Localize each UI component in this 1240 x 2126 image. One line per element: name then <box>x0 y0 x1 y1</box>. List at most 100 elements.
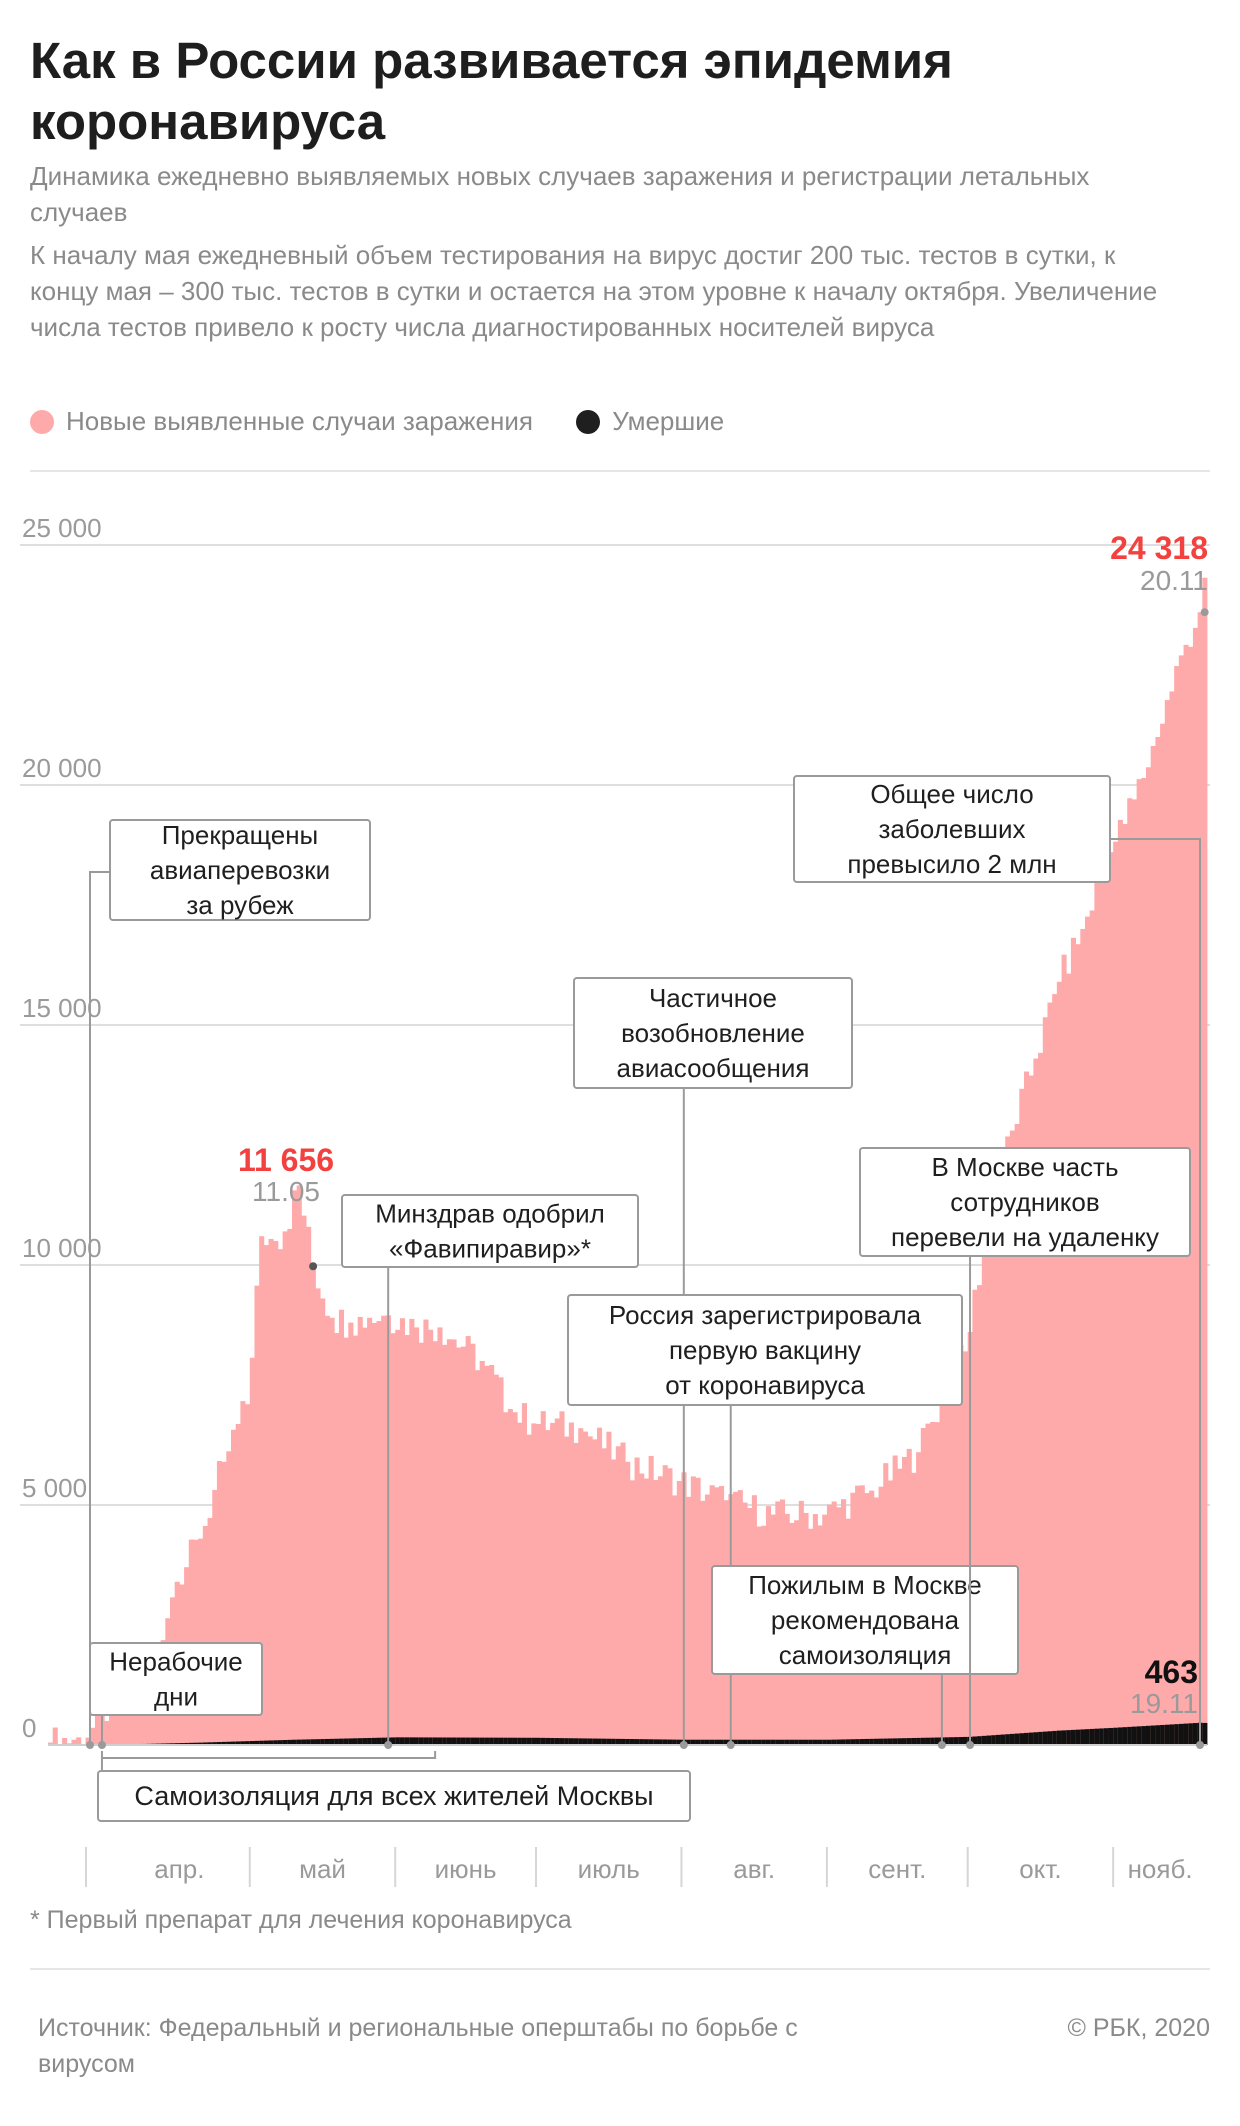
case-bar <box>1117 819 1123 1745</box>
case-bar <box>620 1442 626 1745</box>
death-bar <box>855 1739 861 1745</box>
case-bar <box>329 1317 335 1745</box>
legend-swatch-deaths <box>576 409 601 434</box>
case-bar <box>1099 878 1105 1745</box>
death-bar <box>1009 1733 1016 1745</box>
death-bar <box>475 1737 481 1745</box>
death-bar <box>1080 1729 1086 1745</box>
case-bar <box>221 1461 227 1745</box>
death-bar <box>695 1739 701 1745</box>
death-bar <box>859 1739 865 1745</box>
death-bar <box>869 1738 875 1745</box>
death-bar <box>202 1742 208 1745</box>
annotation-dot <box>679 1741 688 1749</box>
death-bar <box>1056 1730 1062 1745</box>
death-bar <box>493 1737 499 1745</box>
annotation-text: сотрудников <box>950 1187 1099 1217</box>
annotation-text: «Фавипиравир»* <box>389 1234 591 1264</box>
case-bar <box>545 1430 551 1745</box>
annotation-text: Пожилым в Москве <box>748 1570 982 1600</box>
case-bar <box>235 1423 241 1745</box>
death-bar <box>920 1737 926 1745</box>
annotation-dot <box>937 1741 946 1749</box>
case-bar <box>216 1460 223 1745</box>
case-bar <box>52 1727 58 1745</box>
death-bar <box>690 1739 696 1745</box>
death-bar <box>948 1737 955 1745</box>
death-bar <box>446 1737 452 1745</box>
death-bar <box>1169 1724 1175 1745</box>
death-bar <box>221 1741 227 1745</box>
case-bar <box>1000 1171 1006 1745</box>
death-bar <box>338 1738 345 1745</box>
death-bar <box>320 1739 326 1745</box>
case-bar <box>198 1538 204 1745</box>
highlight-date: 19.11 <box>1130 1688 1198 1719</box>
death-bar <box>442 1737 448 1745</box>
death-bar <box>296 1739 302 1745</box>
case-bar <box>1094 882 1100 1745</box>
death-bar <box>353 1738 359 1745</box>
death-bar <box>277 1740 284 1745</box>
annotation-text: В Москве часть <box>931 1152 1118 1182</box>
peak-marker <box>309 1262 318 1271</box>
case-bar <box>606 1431 612 1745</box>
case-bar <box>306 1226 312 1745</box>
case-bar <box>399 1318 406 1745</box>
death-bar <box>231 1741 237 1745</box>
case-bar <box>94 1710 101 1745</box>
death-bar <box>578 1738 584 1745</box>
death-bar <box>826 1739 833 1745</box>
death-bar <box>944 1737 950 1745</box>
case-bar <box>1075 944 1081 1745</box>
case-bar <box>226 1451 232 1745</box>
case-bar <box>475 1370 481 1745</box>
case-bar <box>1038 1052 1044 1745</box>
death-bar <box>1136 1726 1142 1745</box>
annotation-dot <box>1196 1741 1204 1749</box>
annotation-text: первую вакцину <box>669 1335 861 1365</box>
death-bar <box>216 1742 223 1745</box>
month-label: окт. <box>1019 1854 1061 1884</box>
footnote: * Первый препарат для лечения коронавиру… <box>30 1906 572 1934</box>
death-bar <box>432 1737 438 1745</box>
death-bar <box>817 1739 823 1745</box>
legend-label-cases: Новые выявленные случаи заражения <box>66 406 533 436</box>
case-bar <box>109 1700 115 1745</box>
case-bar <box>1047 1002 1053 1745</box>
case-bar <box>277 1249 284 1745</box>
death-bar <box>986 1735 992 1745</box>
annotation-text: самоизоляция <box>779 1640 952 1670</box>
death-bar <box>573 1738 579 1745</box>
death-bar <box>770 1739 776 1745</box>
annotation-text: Частичное <box>649 983 777 1013</box>
annotation-text: заболевших <box>879 814 1026 844</box>
death-bar <box>991 1735 997 1745</box>
chart-subtitle: Динамика ежедневно выявляемых новых случ… <box>30 161 1090 227</box>
case-bar <box>343 1337 349 1745</box>
annotation-text: авиаперевозки <box>150 855 330 885</box>
death-bar <box>995 1734 1001 1745</box>
death-bar <box>465 1737 471 1745</box>
case-bar <box>1014 1123 1020 1745</box>
death-bar <box>1108 1727 1114 1745</box>
case-bar <box>231 1429 237 1745</box>
death-bar <box>878 1738 884 1745</box>
death-bar <box>864 1738 870 1745</box>
death-bar <box>367 1737 373 1745</box>
case-bar <box>428 1329 434 1745</box>
case-bar <box>507 1409 513 1745</box>
case-bar <box>451 1339 457 1745</box>
chart-description: К началу мая ежедневный объем тестирован… <box>30 240 1158 342</box>
case-bar <box>287 1229 293 1745</box>
highlight-date: 11.05 <box>252 1176 320 1207</box>
death-bar <box>733 1739 739 1745</box>
death-bar <box>1122 1727 1128 1745</box>
death-bar <box>934 1737 940 1745</box>
death-bar <box>592 1738 598 1745</box>
case-bar <box>479 1360 485 1745</box>
death-bar <box>1188 1723 1194 1745</box>
death-bar <box>775 1739 781 1745</box>
death-bar <box>371 1737 377 1745</box>
case-bar <box>690 1476 696 1745</box>
